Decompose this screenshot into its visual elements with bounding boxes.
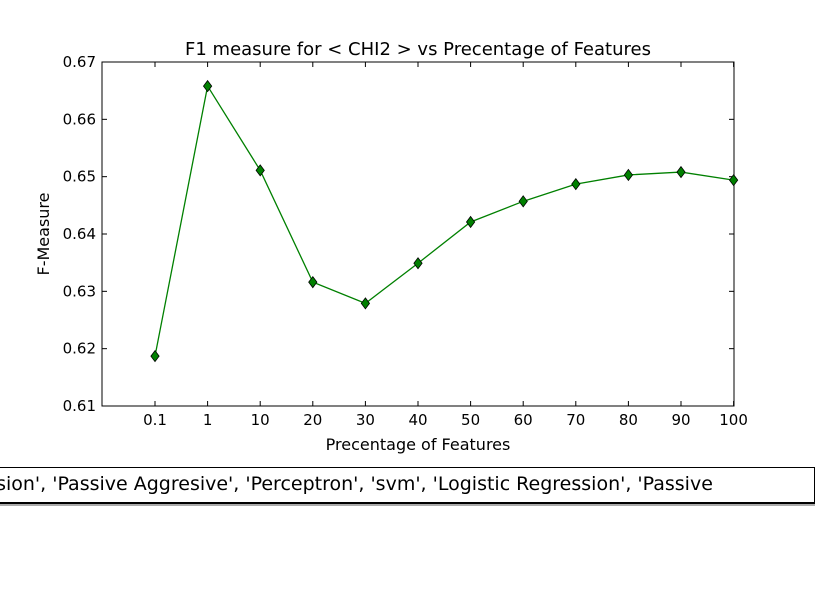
x-tick-label: 50	[461, 411, 480, 429]
y-tick-label: 0.61	[63, 397, 96, 415]
x-tick-label: 100	[719, 411, 748, 429]
plot-area	[101, 61, 735, 407]
data-point	[518, 195, 528, 208]
x-tick-label: 10	[251, 411, 270, 429]
x-tick-label: 30	[356, 411, 375, 429]
data-point	[202, 79, 213, 93]
legend: Regression', 'Passive Aggresive', 'Perce…	[0, 467, 815, 504]
x-tick-label: 1	[203, 411, 213, 429]
y-tick-label: 0.65	[63, 168, 96, 186]
y-tick-label: 0.66	[63, 110, 96, 128]
data-point	[150, 349, 160, 363]
series-line	[154, 84, 734, 357]
data-point	[465, 215, 476, 229]
series-group	[150, 79, 739, 363]
y-axis: 0.61 0.62 0.63 0.64 0.65 0.66 0.67	[63, 53, 734, 415]
x-axis: 0.1 1 10 20 30 40 50 60 70 80 90 100	[143, 62, 748, 429]
data-point	[676, 165, 686, 179]
x-axis-label: Precentage of Features	[326, 435, 511, 454]
x-tick-label: 90	[671, 411, 690, 429]
legend-text: Regression', 'Passive Aggresive', 'Perce…	[0, 473, 713, 495]
data-point	[571, 177, 581, 191]
x-tick-label: 20	[303, 411, 322, 429]
y-tick-label: 0.63	[63, 282, 96, 300]
x-tick-label: 70	[566, 411, 585, 429]
x-tick-label: 60	[514, 411, 533, 429]
data-point	[413, 257, 423, 270]
data-point	[308, 275, 318, 289]
chart-title: F1 measure for < CHI2 > vs Precentage of…	[185, 39, 651, 60]
data-point	[623, 168, 634, 182]
x-tick-label: 0.1	[143, 411, 167, 429]
data-point	[255, 164, 265, 177]
y-tick-label: 0.67	[63, 53, 96, 71]
data-point	[728, 173, 739, 187]
data-point	[360, 297, 371, 310]
y-tick-label: 0.64	[63, 225, 96, 243]
y-axis-label: F-Measure	[34, 193, 53, 276]
y-tick-label: 0.62	[63, 340, 96, 358]
x-tick-label: 40	[408, 411, 427, 429]
x-tick-label: 80	[619, 411, 638, 429]
